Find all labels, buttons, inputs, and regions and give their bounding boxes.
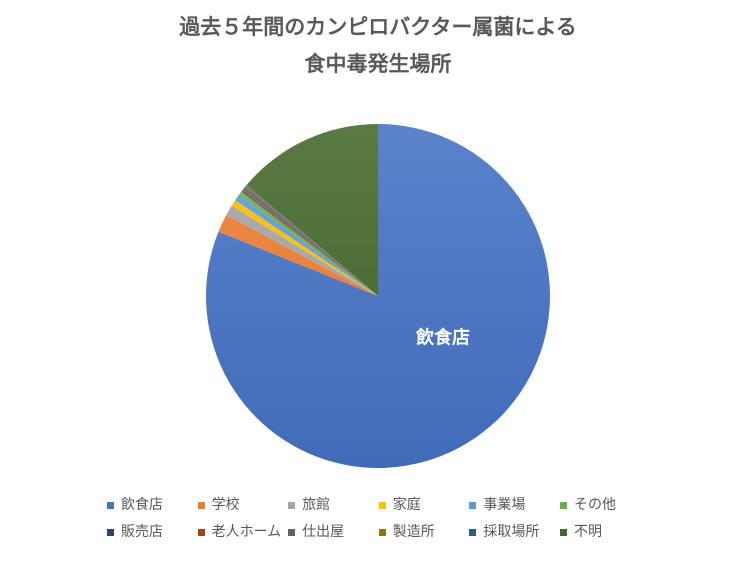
legend-label: 老人ホーム (211, 524, 282, 540)
legend-label: 家庭 (392, 497, 421, 513)
legend-item-5: 事業場 (469, 495, 560, 515)
legend-label: 事業場 (483, 497, 526, 513)
legend-marker (378, 501, 386, 509)
legend-item-7: 販売店 (107, 522, 198, 542)
legend-label: 仕出屋 (302, 524, 345, 540)
pie-slice-10 (245, 185, 378, 296)
pie-slice-3 (226, 205, 378, 296)
legend-label: 製造所 (392, 524, 435, 540)
legend-item-3: 旅館 (288, 495, 379, 515)
legend-marker (197, 501, 205, 509)
legend-item-1: 飲食店 (107, 495, 198, 515)
pie-slice-8 (242, 189, 378, 296)
legend-marker (559, 528, 567, 536)
legend-marker (288, 501, 296, 509)
legend-label: 旅館 (302, 497, 331, 513)
data-label-largest-slice: 飲食店 (415, 327, 470, 349)
pie-slice-4 (231, 200, 378, 296)
legend-marker (197, 528, 205, 536)
legend: 飲食店 学校 旅館 家庭 事業場 その他販売店 老人ホーム 仕出屋 製造所 採取場所 不明 (107, 495, 651, 542)
pie-slice-6 (238, 191, 378, 296)
legend-item-9: 仕出屋 (288, 522, 379, 542)
legend-marker (107, 528, 114, 536)
legend-label: 飲食店 (121, 497, 163, 513)
legend-label: 学校 (211, 497, 240, 513)
legend-item-6: その他 (559, 495, 651, 515)
legend-item-12: 不明 (559, 522, 651, 542)
legend-item-8: 老人ホーム (197, 522, 289, 542)
pie-slice-9 (242, 186, 378, 296)
legend-marker (469, 501, 477, 509)
legend-marker (107, 501, 114, 509)
legend-item-11: 採取場所 (469, 522, 560, 542)
legend-item-2: 学校 (197, 495, 289, 515)
legend-label: 販売店 (121, 524, 163, 540)
pie-slice-12 (246, 124, 378, 296)
legend-marker (288, 528, 296, 536)
legend-item-10: 製造所 (378, 522, 470, 542)
chart-title-line-1: 過去５年間のカンピロバクター属菌による (179, 15, 577, 39)
pie-slice-11 (246, 184, 378, 296)
pie-slice-7 (241, 190, 378, 296)
pie-slice-5 (235, 194, 378, 296)
legend-label: 不明 (573, 524, 602, 540)
pie-slice-1 (206, 124, 551, 469)
legend-label: 採取場所 (483, 524, 540, 540)
legend-label: その他 (573, 497, 616, 513)
legend-marker (378, 528, 386, 536)
pie-slices (206, 124, 551, 469)
legend-marker (469, 528, 477, 536)
legend-item-4: 家庭 (378, 495, 470, 515)
pie-slice-2 (218, 215, 378, 296)
legend-marker (559, 501, 567, 509)
chart-title-line-2: 食中毒発生場所 (304, 52, 452, 76)
